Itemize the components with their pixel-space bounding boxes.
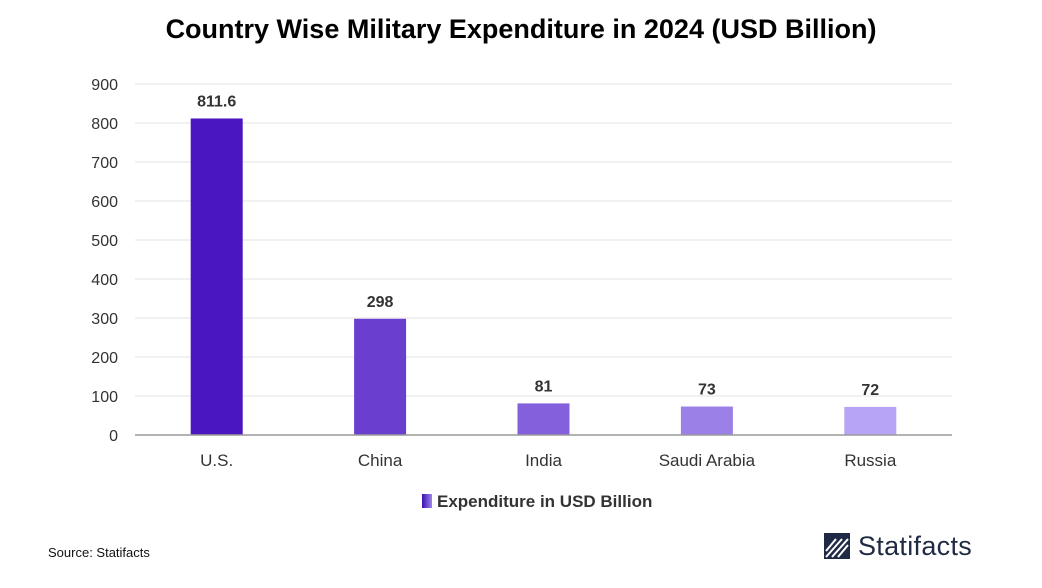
y-axis-ticks: 0 100 200 300 400 500 600 700 800 900 <box>91 77 118 445</box>
y-tick-label: 200 <box>91 350 118 367</box>
y-tick-label: 0 <box>109 428 118 445</box>
data-labels: 811.6 298 81 73 72 <box>197 93 879 398</box>
brand-name: Statifacts <box>858 530 973 561</box>
x-tick-label: China <box>358 451 403 470</box>
data-label: 72 <box>861 382 879 399</box>
x-tick-label: India <box>525 451 562 470</box>
y-tick-label: 500 <box>91 233 118 250</box>
gridlines <box>135 83 952 397</box>
x-tick-label: Saudi Arabia <box>659 451 756 470</box>
bar <box>354 318 407 435</box>
data-label: 811.6 <box>197 93 236 110</box>
chart-title: Country Wise Military Expenditure in 202… <box>165 14 877 44</box>
statifacts-logo-icon <box>824 533 850 559</box>
data-label: 298 <box>367 294 394 311</box>
x-tick-label: U.S. <box>200 451 233 470</box>
y-tick-label: 300 <box>91 311 118 328</box>
bar <box>517 403 570 435</box>
brand-logo: Statifacts <box>822 528 972 564</box>
y-tick-label: 100 <box>91 389 118 406</box>
bars <box>190 118 897 435</box>
legend-swatch <box>422 494 432 508</box>
bar <box>844 406 897 435</box>
legend-label: Expenditure in USD Billion <box>437 492 652 511</box>
y-tick-label: 400 <box>91 272 118 289</box>
bar <box>680 406 733 435</box>
data-label: 81 <box>535 378 553 395</box>
y-tick-label: 800 <box>91 116 118 133</box>
bar <box>190 118 243 435</box>
data-label: 73 <box>698 382 716 399</box>
y-tick-label: 700 <box>91 155 118 172</box>
source-note: Source: Statifacts <box>48 545 150 560</box>
y-tick-label: 900 <box>91 77 118 94</box>
x-tick-label: Russia <box>844 451 897 470</box>
x-axis-ticks: U.S. China India Saudi Arabia Russia <box>200 451 897 470</box>
y-tick-label: 600 <box>91 194 118 211</box>
legend: Expenditure in USD Billion <box>422 492 652 511</box>
